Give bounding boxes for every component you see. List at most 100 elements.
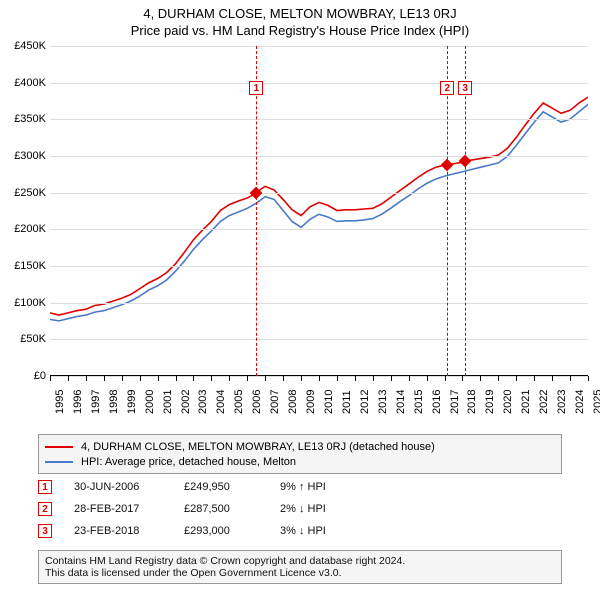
y-axis-label: £100K — [0, 297, 46, 309]
x-axis-label: 2010 — [323, 390, 335, 414]
chart-marker-box: 2 — [440, 81, 454, 95]
x-axis-label: 2023 — [556, 390, 568, 414]
x-tick — [337, 376, 338, 381]
legend-label: HPI: Average price, detached house, Melt… — [81, 456, 296, 468]
y-axis-label: £450K — [0, 40, 46, 52]
x-tick — [480, 376, 481, 381]
x-axis-label: 1996 — [72, 390, 84, 414]
x-tick — [462, 376, 463, 381]
event-vline — [256, 46, 257, 376]
x-tick — [158, 376, 159, 381]
transaction-marker-box: 3 — [38, 524, 52, 538]
transaction-price: £287,500 — [184, 503, 280, 515]
x-axis-label: 2008 — [287, 390, 299, 414]
gridline — [50, 303, 588, 304]
x-axis-label: 2007 — [269, 390, 281, 414]
y-axis-label: £350K — [0, 113, 46, 125]
chart-subtitle: Price paid vs. HM Land Registry's House … — [0, 23, 600, 38]
gridline — [50, 229, 588, 230]
x-axis-label: 2016 — [431, 390, 443, 414]
gridline — [50, 119, 588, 120]
transaction-date: 28-FEB-2017 — [74, 503, 184, 515]
x-tick — [498, 376, 499, 381]
titles: 4, DURHAM CLOSE, MELTON MOWBRAY, LE13 0R… — [0, 0, 600, 38]
legend-box: 4, DURHAM CLOSE, MELTON MOWBRAY, LE13 0R… — [38, 434, 562, 474]
legend-item: 4, DURHAM CLOSE, MELTON MOWBRAY, LE13 0R… — [45, 439, 555, 454]
x-tick — [588, 376, 589, 381]
event-vline — [447, 46, 448, 376]
x-axis-label: 2015 — [413, 390, 425, 414]
footer-line: This data is licensed under the Open Gov… — [45, 567, 555, 579]
legend-swatch — [45, 446, 73, 448]
x-axis-label: 2014 — [395, 390, 407, 414]
footer-attribution: Contains HM Land Registry data © Crown c… — [38, 550, 562, 584]
x-tick — [391, 376, 392, 381]
x-tick — [176, 376, 177, 381]
transaction-marker-box: 2 — [38, 502, 52, 516]
x-tick — [373, 376, 374, 381]
x-axis-label: 2004 — [215, 390, 227, 414]
transaction-marker-box: 1 — [38, 480, 52, 494]
legend-label: 4, DURHAM CLOSE, MELTON MOWBRAY, LE13 0R… — [81, 441, 435, 453]
line-series-svg — [50, 46, 588, 375]
x-axis-label: 2011 — [341, 390, 353, 414]
x-axis-label: 2024 — [574, 390, 586, 414]
transaction-date: 23-FEB-2018 — [74, 525, 184, 537]
y-axis-label: £50K — [0, 333, 46, 345]
x-axis-label: 1997 — [90, 390, 102, 414]
transaction-row: 1 30-JUN-2006£249,9509% ↑ HPI — [38, 476, 326, 498]
legend-item: HPI: Average price, detached house, Melt… — [45, 454, 555, 469]
gridline — [50, 193, 588, 194]
x-axis-label: 2003 — [197, 390, 209, 414]
legend-swatch — [45, 461, 73, 463]
transaction-price: £249,950 — [184, 481, 280, 493]
chart-container: 4, DURHAM CLOSE, MELTON MOWBRAY, LE13 0R… — [0, 0, 600, 590]
series-line-hpi — [50, 105, 588, 321]
x-tick — [211, 376, 212, 381]
x-tick — [301, 376, 302, 381]
x-tick — [355, 376, 356, 381]
x-tick — [265, 376, 266, 381]
x-tick — [552, 376, 553, 381]
x-tick — [50, 376, 51, 381]
x-tick — [68, 376, 69, 381]
x-tick — [409, 376, 410, 381]
transaction-row: 323-FEB-2018£293,0003% ↓ HPI — [38, 520, 326, 542]
chart-area: 123 £0£50K£100K£150K£200K£250K£300K£350K… — [0, 46, 600, 426]
event-vline — [465, 46, 466, 376]
x-axis-label: 2025 — [592, 390, 600, 414]
x-tick — [445, 376, 446, 381]
gridline — [50, 156, 588, 157]
x-tick — [516, 376, 517, 381]
x-axis-label: 2017 — [449, 390, 461, 414]
gridline — [50, 339, 588, 340]
x-axis-label: 1995 — [54, 390, 66, 414]
chart-title: 4, DURHAM CLOSE, MELTON MOWBRAY, LE13 0R… — [0, 6, 600, 21]
y-axis-label: £0 — [0, 370, 46, 382]
transaction-delta: 9% ↑ HPI — [280, 481, 326, 493]
x-axis-label: 2022 — [538, 390, 550, 414]
x-axis-label: 2013 — [377, 390, 389, 414]
transaction-date: 30-JUN-2006 — [74, 481, 184, 493]
x-tick — [247, 376, 248, 381]
chart-marker-box: 3 — [458, 81, 472, 95]
gridline — [50, 266, 588, 267]
x-axis-label: 2000 — [144, 390, 156, 414]
x-axis-label: 2020 — [502, 390, 514, 414]
y-axis-label: £150K — [0, 260, 46, 272]
x-tick — [319, 376, 320, 381]
x-tick — [427, 376, 428, 381]
y-axis-label: £300K — [0, 150, 46, 162]
x-axis-label: 2006 — [251, 390, 263, 414]
gridline — [50, 46, 588, 47]
x-axis-label: 2002 — [180, 390, 192, 414]
x-axis-label: 2021 — [520, 390, 532, 414]
transaction-row: 228-FEB-2017£287,5002% ↓ HPI — [38, 498, 326, 520]
x-axis-label: 2005 — [233, 390, 245, 414]
x-axis-label: 1999 — [126, 390, 138, 414]
x-axis-label: 2018 — [466, 390, 478, 414]
x-axis-label: 2001 — [162, 390, 174, 414]
x-tick — [534, 376, 535, 381]
x-axis-label: 2019 — [484, 390, 496, 414]
x-tick — [229, 376, 230, 381]
